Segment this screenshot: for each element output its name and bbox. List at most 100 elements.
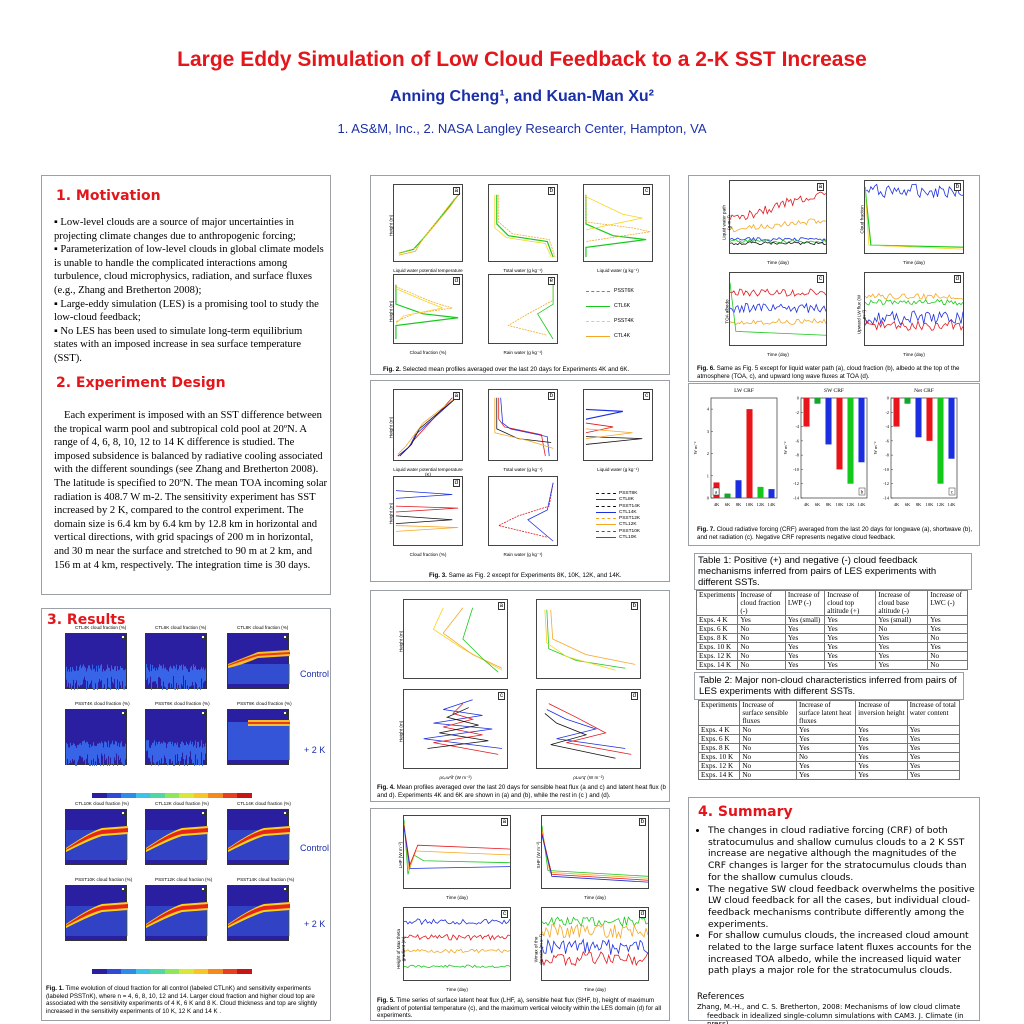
legend-swatch bbox=[596, 493, 616, 494]
cloud-fraction-panel bbox=[65, 709, 127, 772]
cf-panel-title: PSST8K cloud fraction (%) bbox=[237, 701, 292, 706]
bar bbox=[948, 398, 955, 459]
series-line bbox=[395, 286, 453, 322]
table-cell: Yes bbox=[824, 624, 877, 634]
table-header-cell: Experiments bbox=[695, 590, 739, 616]
series-line bbox=[432, 607, 503, 671]
table-cell: Yes bbox=[824, 651, 877, 661]
series-line bbox=[542, 950, 648, 967]
panel-tag: d bbox=[638, 910, 646, 918]
table-cell: Exps. 12 K bbox=[695, 651, 739, 661]
legend-swatch bbox=[596, 518, 616, 520]
cloud-fraction-panel bbox=[145, 885, 208, 941]
legend-label: CTL10K bbox=[619, 535, 637, 541]
panel-tag: a bbox=[715, 491, 718, 496]
bar bbox=[926, 398, 933, 441]
table-cell: Exps. 14 K bbox=[695, 660, 739, 670]
table-row: Exps. 12 K No Yes Yes Yes No bbox=[695, 651, 968, 661]
y-axis-label: LHF (W m⁻²) bbox=[398, 841, 403, 869]
category-label: 12K bbox=[847, 502, 856, 507]
table-cell: Yes bbox=[927, 642, 968, 652]
series-line bbox=[730, 238, 826, 244]
cf-panel-title: CTL4K cloud fraction (%) bbox=[75, 625, 127, 630]
table-cell: Yes bbox=[795, 734, 857, 744]
table-cell: Yes bbox=[824, 642, 877, 652]
panel-tag bbox=[121, 811, 125, 815]
legend-swatch bbox=[596, 499, 616, 501]
cloud-fraction-panel bbox=[145, 633, 207, 695]
series-line bbox=[542, 825, 648, 877]
table-cell: Exps. 4 K bbox=[697, 725, 741, 735]
y-axis-label: Height (m) bbox=[388, 416, 394, 439]
y-axis-label: TOA albedo bbox=[724, 299, 730, 324]
legend-swatch bbox=[586, 290, 610, 292]
reference-entry: Zhang, M.-H., and C. S. Bretherton, 2008… bbox=[697, 1003, 964, 1024]
panel-tag: c bbox=[498, 692, 505, 700]
x-axis-label: Rain water (g kg⁻¹) bbox=[503, 350, 543, 355]
results-panel: 3. Results Control + 2 K Control + 2 K F… bbox=[41, 608, 331, 1021]
fig4-caption: Fig. 4. Mean profiles averaged over the … bbox=[377, 784, 666, 799]
series-line bbox=[496, 397, 552, 443]
legend-item: CTL4K bbox=[586, 333, 666, 339]
series-line bbox=[397, 399, 455, 457]
table2: Experiments Increase of surface sensible … bbox=[697, 700, 961, 780]
table-cell: Yes bbox=[855, 734, 908, 744]
y-axis-label: Height of Max theta gradient (m) bbox=[396, 929, 406, 969]
legend-label: CTL6K bbox=[614, 303, 631, 309]
x-axis-label: Cloud fraction (%) bbox=[409, 350, 447, 355]
label-control-1: Control bbox=[300, 669, 330, 679]
cf-panel-title: PSST12K cloud fraction (%) bbox=[155, 877, 213, 882]
series-line bbox=[500, 397, 550, 457]
colorbar-swatch bbox=[193, 793, 209, 798]
category-label: 12K bbox=[937, 502, 946, 507]
x-axis-label: Time (day) bbox=[903, 352, 925, 357]
legend-item: PSST12K bbox=[596, 516, 666, 521]
series-line bbox=[395, 525, 459, 532]
cloud-fraction-panel bbox=[227, 809, 290, 865]
table-header-row: Experiments Increase of surface sensible … bbox=[697, 700, 961, 726]
x-axis-label: Liquid water (g kg⁻¹) bbox=[597, 467, 639, 472]
tick-label: 1 bbox=[707, 473, 709, 478]
table-cell: Yes bbox=[855, 761, 908, 771]
series-line bbox=[398, 194, 459, 256]
legend-label: PSST14K bbox=[619, 503, 641, 509]
motivation-bullet: No LES has been used to simulate long-te… bbox=[54, 325, 326, 366]
tick-label: -8 bbox=[795, 453, 799, 458]
legend-label: PSST4K bbox=[614, 318, 634, 324]
colorbar-swatch bbox=[179, 969, 194, 974]
series-line bbox=[865, 292, 963, 301]
series-line bbox=[542, 938, 648, 955]
panel-tag-box bbox=[948, 487, 956, 496]
table-row: Exps. 6 K No Yes Yes No Yes bbox=[695, 624, 968, 634]
panel-tag: c bbox=[643, 392, 650, 400]
motivation-heading: 1. Motivation bbox=[56, 188, 161, 204]
series-line bbox=[397, 395, 459, 455]
chart-title: SW CRF bbox=[824, 388, 844, 394]
fig4d-plot: d bbox=[536, 689, 641, 769]
series-line bbox=[730, 241, 826, 246]
table-header-cell: Increase of LWC (-) bbox=[927, 590, 968, 616]
design-text: Each experiment is imposed with an SST d… bbox=[54, 410, 328, 571]
cf-panel-title: PSST10K cloud fraction (%) bbox=[75, 877, 133, 882]
legend-item: CTL6K bbox=[586, 303, 666, 309]
cf-panel-title: CTL6K cloud fraction (%) bbox=[155, 625, 207, 630]
legend-item: PSST14K bbox=[596, 504, 666, 509]
tick-label: 0 bbox=[887, 396, 890, 401]
series-line bbox=[730, 317, 826, 326]
tick-label: -10 bbox=[793, 467, 800, 472]
fig6c-plot: c bbox=[729, 272, 827, 346]
tick-label: 0 bbox=[707, 496, 710, 501]
poster-title: Large Eddy Simulation of Low Cloud Feedb… bbox=[177, 48, 867, 71]
series-line bbox=[585, 196, 643, 231]
table-cell: No bbox=[927, 660, 968, 670]
table-header-cell: Increase of surface sensible fluxes bbox=[739, 700, 797, 726]
fig2-caption: Fig. 2. Selected mean profiles averaged … bbox=[383, 366, 630, 373]
x-axis-label: Rain water (g kg⁻¹) bbox=[503, 552, 543, 557]
table-cell: No bbox=[739, 752, 797, 762]
legend-label: PSST10K bbox=[619, 528, 641, 534]
category-label: 8K bbox=[916, 502, 922, 507]
y-axis-label: Height (m) bbox=[388, 502, 394, 525]
series-line bbox=[585, 428, 633, 439]
category-label: 10K bbox=[836, 502, 845, 507]
cloud-fraction-panel bbox=[145, 709, 207, 772]
